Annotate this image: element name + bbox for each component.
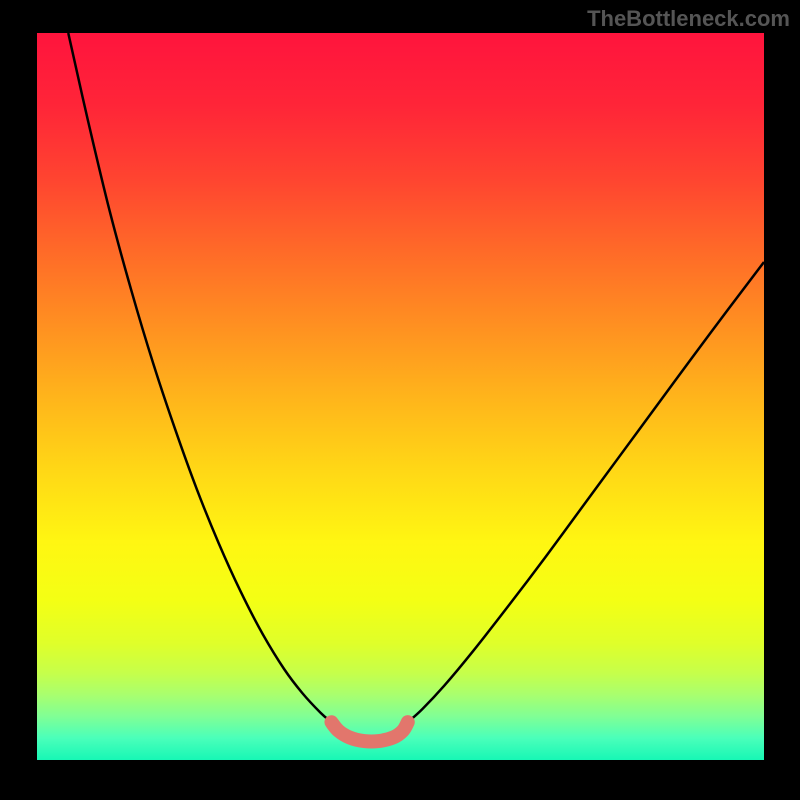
curve-left — [68, 33, 331, 722]
highlight-zone — [331, 722, 407, 741]
curves-svg — [37, 33, 764, 760]
curve-right — [408, 262, 764, 722]
watermark-text: TheBottleneck.com — [587, 6, 790, 32]
plot-area — [37, 33, 764, 760]
chart-container: TheBottleneck.com — [0, 0, 800, 800]
